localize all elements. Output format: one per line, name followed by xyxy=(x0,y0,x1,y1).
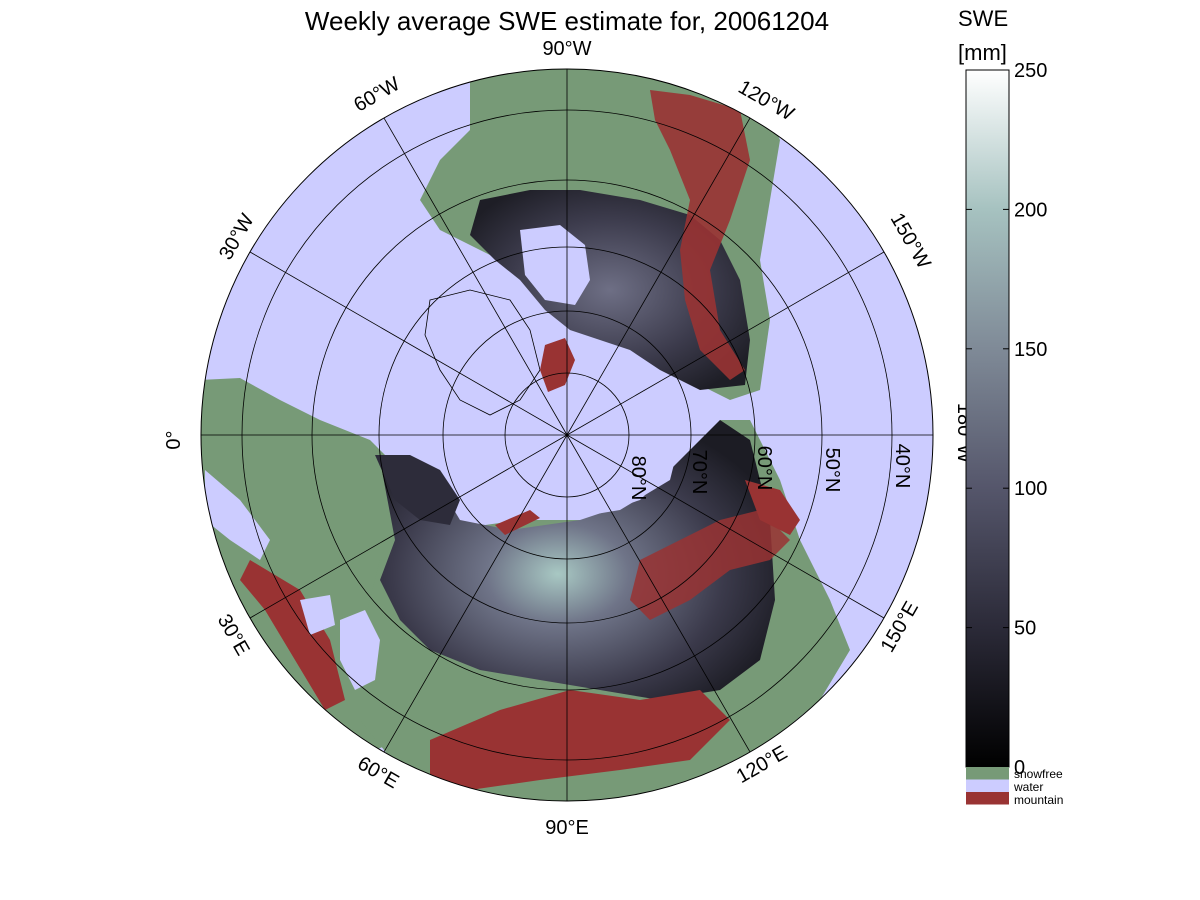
legend-label-water: water xyxy=(1014,780,1044,794)
meridian-line xyxy=(249,434,568,619)
lon-label-0: 0° xyxy=(163,430,185,449)
lon-label-60w: 60°W xyxy=(350,73,404,117)
colorbar-tick-label: 100 xyxy=(1014,478,1047,500)
novaya-zemlya xyxy=(495,510,540,535)
lon-label-30e: 30°E xyxy=(213,611,254,660)
meridian-line xyxy=(566,434,885,619)
colorbar-tick-label: 0 xyxy=(1014,757,1025,779)
meridian-line xyxy=(383,434,568,753)
colorbar-legend-swatches xyxy=(966,767,1009,805)
lat-label-60n: 60°N xyxy=(753,446,775,491)
colorbar-tick-label: 50 xyxy=(1014,618,1036,640)
legend-swatch-mountain xyxy=(966,792,1009,805)
map-disc xyxy=(201,69,933,801)
colorbar-title: SWE xyxy=(958,6,1009,31)
scandinavia-snow xyxy=(375,455,460,525)
kamchatka-mountains xyxy=(745,480,800,535)
lon-label-90w: 90°W xyxy=(542,38,591,60)
hudson-bay xyxy=(520,225,590,305)
alps-mountains xyxy=(240,560,345,710)
lon-label-150w: 150°W xyxy=(886,209,935,272)
map-boundary xyxy=(200,68,934,802)
greenland-mountain xyxy=(540,338,575,392)
arctic-ocean xyxy=(480,390,680,520)
legend-swatch-water xyxy=(966,779,1009,792)
graticule xyxy=(201,69,933,801)
meridian-line xyxy=(383,117,568,436)
colorbar-tick-label: 250 xyxy=(1014,60,1047,82)
latitude-labels: 80°N 70°N 60°N 50°N 40°N xyxy=(627,444,913,501)
meridian-line xyxy=(249,251,568,436)
colorbar-ticks: 0 50 100 150 200 250 xyxy=(966,60,1047,779)
rocky-mountains xyxy=(650,90,750,380)
eurasia-snow xyxy=(380,420,775,700)
mediterranean xyxy=(205,470,270,560)
colorbar-gradient xyxy=(965,69,1010,768)
meridian-line xyxy=(566,251,885,436)
lon-label-90e: 90°E xyxy=(545,817,589,839)
colorbar: 0 50 100 150 200 250 xyxy=(965,60,1047,805)
colorbar-tick-label: 150 xyxy=(1014,339,1047,361)
black-sea xyxy=(300,595,335,635)
meridian-line xyxy=(566,117,751,436)
chart-title: Weekly average SWE estimate for, 2006120… xyxy=(304,6,830,36)
legend-label-mountain: mountain xyxy=(1014,793,1064,807)
legend-swatch-snowfree xyxy=(966,767,1009,780)
himalaya-mountains xyxy=(430,690,730,790)
meridian-line xyxy=(566,434,751,753)
lat-label-80n: 80°N xyxy=(627,456,649,501)
colorbar-tick-label: 200 xyxy=(1014,199,1047,221)
lat-label-50n: 50°N xyxy=(821,448,843,493)
colorbar-unit: [mm] xyxy=(958,40,1007,65)
lat-label-40n: 40°N xyxy=(891,444,913,489)
legend-label-snowfree: snowfree xyxy=(1014,767,1063,781)
lat-label-70n: 70°N xyxy=(688,450,710,495)
caspian-sea xyxy=(340,610,380,690)
